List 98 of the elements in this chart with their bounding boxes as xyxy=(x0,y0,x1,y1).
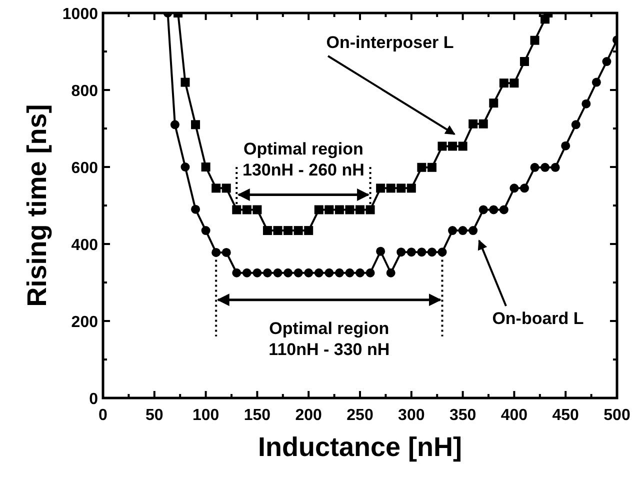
point xyxy=(262,268,272,278)
point xyxy=(582,99,591,108)
point xyxy=(417,248,426,257)
point xyxy=(304,268,314,278)
point xyxy=(366,268,375,278)
point xyxy=(201,226,210,236)
x-tick-label: 250 xyxy=(346,407,374,424)
point xyxy=(510,78,519,88)
x-tick-label: 100 xyxy=(192,407,220,424)
point xyxy=(242,205,252,214)
point xyxy=(180,78,190,87)
point xyxy=(294,226,303,236)
point xyxy=(201,162,210,172)
point xyxy=(376,246,386,256)
point xyxy=(366,205,375,214)
x-tick-label: 300 xyxy=(398,407,425,424)
point xyxy=(262,226,272,236)
point xyxy=(540,162,550,172)
point xyxy=(386,184,396,193)
point xyxy=(396,248,406,257)
point xyxy=(458,142,468,151)
point xyxy=(284,226,293,236)
x-tick-label: 500 xyxy=(604,407,630,424)
y-tick-label: 400 xyxy=(71,237,98,254)
x-tick-label: 200 xyxy=(295,407,322,424)
y-tick-label: 800 xyxy=(71,83,98,100)
point xyxy=(510,184,519,193)
annotation: Optimal region 130nH - 260 nH xyxy=(242,140,364,180)
y-tick-label: 600 xyxy=(71,160,98,177)
point xyxy=(212,184,221,193)
point xyxy=(232,268,242,278)
point xyxy=(478,205,488,214)
point xyxy=(324,268,334,278)
point xyxy=(571,120,580,130)
point xyxy=(448,226,458,236)
point xyxy=(550,162,560,172)
point xyxy=(530,162,540,172)
point xyxy=(489,98,498,108)
legend-label: On-board L xyxy=(492,309,584,328)
point xyxy=(345,205,354,214)
point xyxy=(191,204,200,214)
point xyxy=(376,184,386,193)
text: On-interposer L xyxy=(326,33,454,52)
x-tick-label: 350 xyxy=(449,407,476,424)
point xyxy=(396,184,406,193)
point xyxy=(334,268,344,278)
point xyxy=(222,248,231,257)
point xyxy=(499,205,508,214)
point xyxy=(180,162,190,172)
point xyxy=(252,268,262,278)
x-tick-label: 400 xyxy=(500,407,528,424)
point xyxy=(386,268,396,278)
x-axis-title: Inductance [nH] xyxy=(258,432,462,462)
point xyxy=(406,248,416,257)
point xyxy=(478,119,488,128)
y-tick-label: 1000 xyxy=(62,6,98,23)
point xyxy=(232,205,242,214)
point xyxy=(314,205,324,214)
point xyxy=(499,78,508,88)
point xyxy=(284,268,293,278)
point xyxy=(427,248,436,257)
point xyxy=(458,226,468,236)
point xyxy=(520,57,529,66)
point xyxy=(438,142,447,151)
point xyxy=(324,205,334,214)
point xyxy=(191,120,200,130)
point xyxy=(468,119,478,128)
point xyxy=(592,78,601,87)
y-axis-title: Rising time [ns] xyxy=(22,104,52,307)
point xyxy=(252,205,262,214)
y-tick-label: 200 xyxy=(71,314,98,331)
point xyxy=(530,36,540,45)
point xyxy=(314,268,324,278)
point xyxy=(222,184,231,193)
point xyxy=(468,226,478,236)
point xyxy=(602,57,612,66)
point xyxy=(489,205,498,214)
point xyxy=(448,142,458,151)
point xyxy=(561,141,570,150)
y-tick-label: 0 xyxy=(89,391,98,408)
point xyxy=(273,268,282,278)
point xyxy=(334,205,344,214)
point xyxy=(304,226,314,236)
point xyxy=(356,205,364,214)
point xyxy=(294,268,303,278)
point xyxy=(356,268,364,278)
annotation: Optimal region 110nH - 330 nH xyxy=(268,318,390,359)
point xyxy=(406,184,416,193)
point xyxy=(345,268,354,278)
point xyxy=(417,162,426,172)
point xyxy=(242,268,252,278)
point xyxy=(273,226,282,236)
x-tick-label: 450 xyxy=(552,407,580,424)
x-tick-label: 150 xyxy=(244,407,271,424)
x-tick-label: 50 xyxy=(146,407,164,424)
point xyxy=(520,184,529,193)
point xyxy=(427,162,436,172)
point xyxy=(170,120,180,130)
